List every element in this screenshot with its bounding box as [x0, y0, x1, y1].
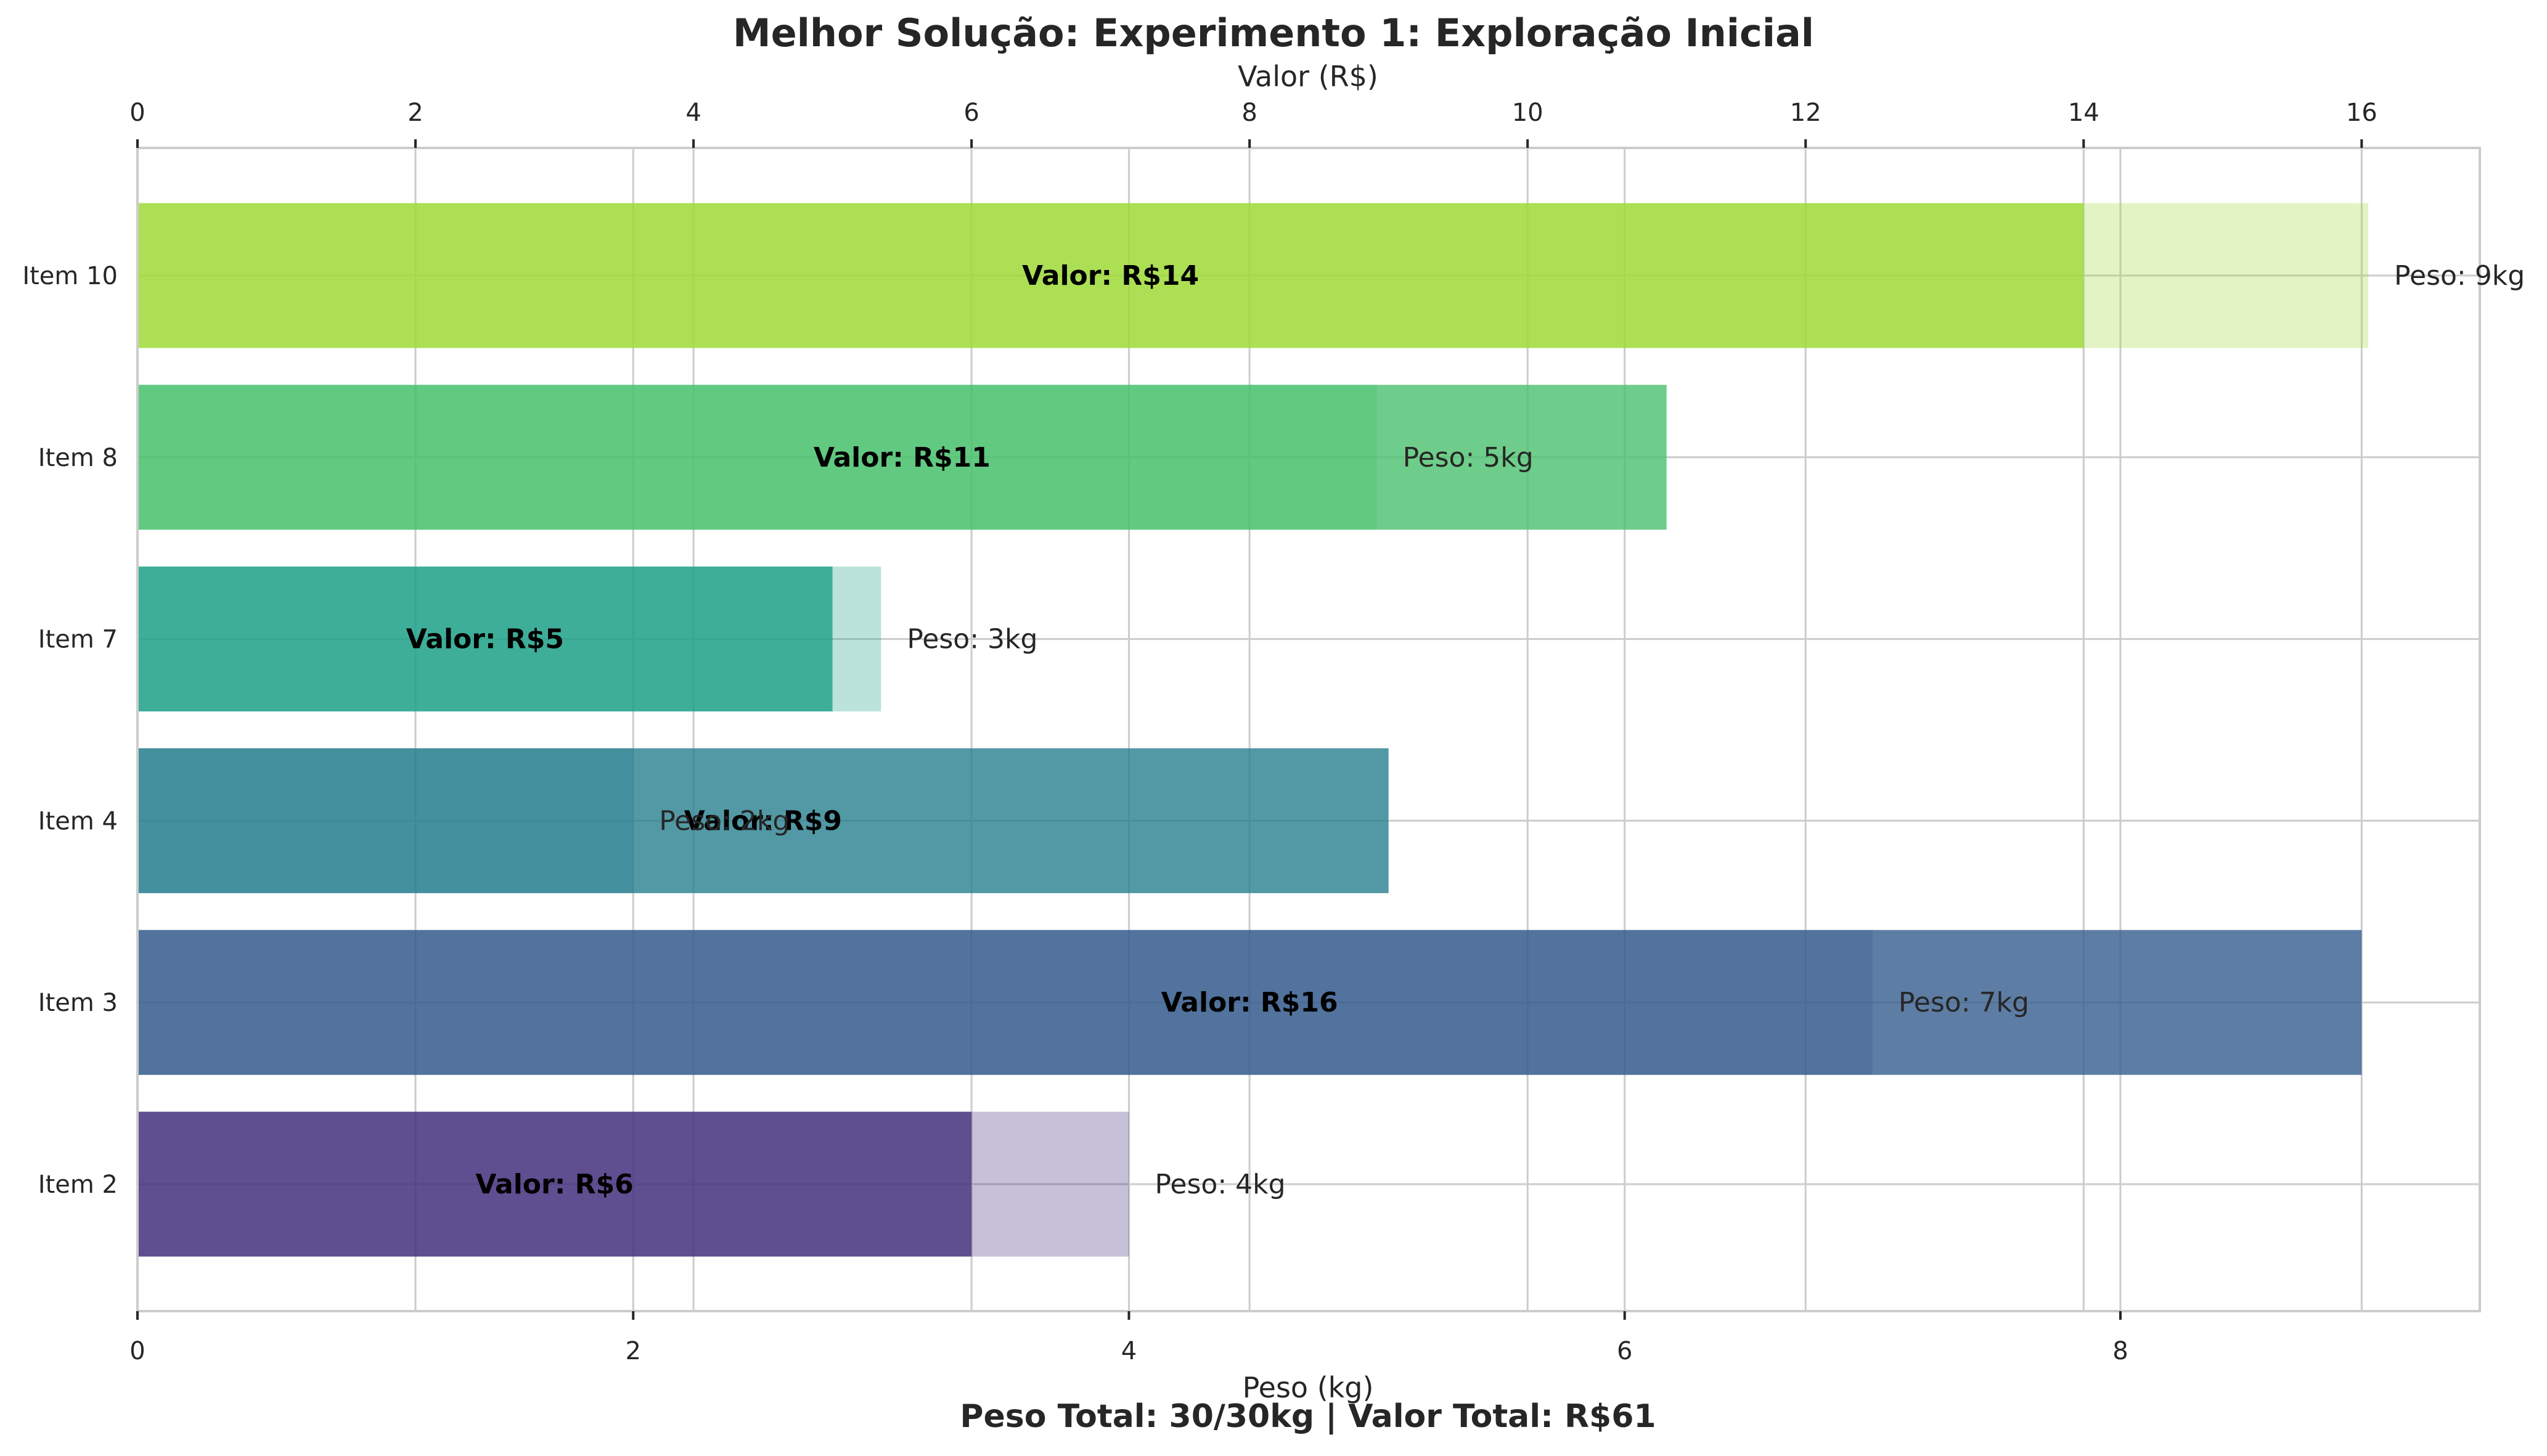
bottom-axis-label: Peso (kg)	[1243, 1371, 1374, 1404]
category-label: Item 10	[22, 262, 118, 290]
value-data-label: Valor: R$5	[406, 624, 564, 655]
weight-bar	[137, 748, 634, 893]
weight-bar	[137, 566, 881, 712]
labels-layer: Item 10 Valor: R$14 Peso: 9kg Item 8 Valor: …	[22, 99, 2525, 1365]
bars-layer	[137, 203, 2369, 1257]
top-tick-label: 12	[1790, 99, 1821, 127]
top-tick-label: 0	[129, 99, 145, 127]
value-bar	[137, 930, 2362, 1075]
value-bar	[137, 203, 2084, 348]
category-label: Item 4	[38, 807, 118, 835]
value-bar	[137, 748, 1389, 893]
ticks-layer	[136, 139, 2363, 1320]
weight-data-label: Peso: 2kg	[659, 805, 790, 836]
footer-summary: Peso Total: 30/30kg | Valor Total: R$61	[960, 1398, 1656, 1435]
value-data-label: Valor: R$9	[684, 805, 842, 836]
value-bar	[137, 566, 833, 712]
value-data-label: Valor: R$14	[1022, 260, 1199, 292]
weight-data-label: Peso: 5kg	[1403, 442, 1534, 473]
category-label: Item 8	[38, 444, 118, 472]
top-tick-label: 16	[2346, 99, 2377, 127]
top-axis-label: Valor (R$)	[1238, 60, 1378, 93]
category-label: Item 7	[38, 626, 118, 654]
top-tick-label: 6	[963, 99, 979, 127]
value-data-label: Valor: R$6	[475, 1169, 633, 1200]
bottom-tick-label: 0	[129, 1337, 145, 1365]
weight-bar	[137, 385, 1377, 530]
weight-data-label: Peso: 4kg	[1155, 1169, 1285, 1200]
value-bar	[137, 385, 1667, 530]
bottom-tick-label: 4	[1121, 1337, 1137, 1365]
bottom-tick-label: 6	[1617, 1337, 1632, 1365]
top-tick-label: 10	[1512, 99, 1543, 127]
weight-bar	[137, 203, 2369, 348]
top-tick-label: 4	[685, 99, 701, 127]
bottom-tick-label: 2	[626, 1337, 641, 1365]
category-label: Item 3	[38, 989, 118, 1017]
weight-data-label: Peso: 3kg	[907, 624, 1037, 655]
top-tick-label: 14	[2068, 99, 2099, 127]
weight-data-label: Peso: 7kg	[1899, 987, 2029, 1018]
chart-title: Melhor Solução: Experimento 1: Exploraçã…	[733, 10, 1814, 55]
top-tick-label: 2	[407, 99, 423, 127]
top-tick-label: 8	[1241, 99, 1257, 127]
weight-bar	[137, 1111, 1129, 1257]
value-bar	[137, 1111, 972, 1257]
value-data-label: Valor: R$16	[1161, 987, 1338, 1018]
value-data-label: Valor: R$11	[814, 442, 991, 473]
category-label: Item 2	[38, 1171, 118, 1199]
plot-frame	[136, 147, 2481, 1312]
weight-data-label: Peso: 9kg	[2394, 260, 2525, 292]
weight-bar	[137, 930, 1873, 1075]
bottom-tick-label: 8	[2112, 1337, 2128, 1365]
